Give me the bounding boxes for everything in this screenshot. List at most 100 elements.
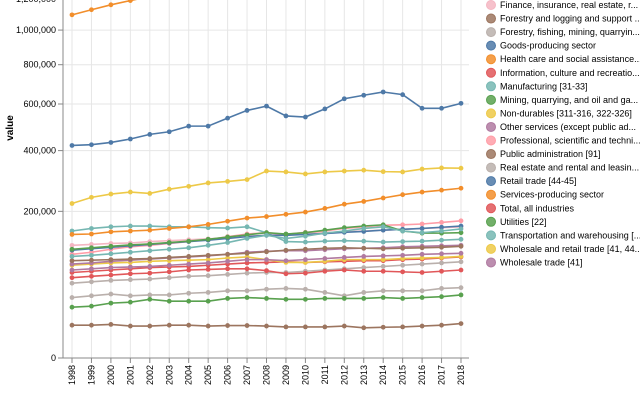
data-point [400,245,406,251]
data-point [69,267,75,273]
x-tick-label: 1999 [86,365,96,385]
data-point [244,108,250,113]
data-point [380,253,386,259]
data-point [283,324,289,330]
y-tick-label: 200,000 [23,206,56,216]
data-point [361,167,367,173]
data-point [283,247,289,253]
data-point [225,218,231,224]
data-point [380,89,386,95]
data-point [341,201,347,207]
data-point [400,228,406,234]
data-point [89,303,94,309]
data-point [69,295,75,300]
x-tick-label: 2009 [281,365,291,385]
legend-label: Wholesale and retail trade [41, 44... [500,244,640,254]
data-point [361,268,367,274]
data-point [458,292,464,298]
data-point [205,123,211,129]
x-tick-label: 2018 [456,365,466,385]
data-point [147,296,153,302]
data-point [89,322,94,328]
x-tick-label: 2002 [145,365,155,385]
data-point [264,214,269,219]
data-point [283,113,289,119]
data-point [108,251,114,257]
data-point [361,226,367,231]
data-point [458,165,464,171]
legend-label: Manufacturing [31-33] [500,81,588,91]
legend-swatch [486,203,496,214]
data-point [303,209,308,215]
legend-item: Total, all industries [486,203,575,214]
data-point [458,226,464,232]
data-point [439,322,444,328]
data-point [225,179,231,184]
data-point [147,227,153,233]
data-point [186,290,192,296]
data-point [303,296,308,302]
data-point [400,239,406,245]
x-tick-label: 2013 [359,365,369,385]
data-point [283,271,289,277]
data-point [69,253,75,259]
data-point [127,264,133,270]
data-point [89,245,94,251]
y-tick-label: 1,200,000 [16,0,56,4]
series [69,224,464,259]
data-point [264,296,269,301]
data-point [166,186,172,192]
data-point [283,169,289,175]
data-point [186,245,192,251]
data-point [127,256,133,262]
legend-swatch [486,257,496,268]
legend-label: Transportation and warehousing [... [500,230,640,240]
data-point [419,238,425,244]
data-point [69,304,75,310]
data-point [127,299,133,305]
data-point [244,270,250,276]
data-point [400,192,406,198]
data-point [303,239,308,245]
legend-label: Non-durables [311-316, 322-326] [500,108,632,118]
data-point [225,288,231,294]
data-point [283,258,289,264]
data-point [361,245,367,251]
data-point [380,239,386,245]
data-point [166,246,172,252]
data-point [205,273,211,279]
data-point [322,324,328,330]
data-point [205,260,211,266]
data-point [186,123,192,129]
data-point [89,226,94,231]
data-point [361,265,367,270]
data-point [439,286,444,291]
data-point [186,183,192,189]
data-point [166,255,172,260]
data-point [225,234,231,240]
legend-label: Retail trade [44-45] [500,176,577,186]
legend-item: Wholesale and retail trade [41, 44... [486,243,640,254]
data-point [108,265,114,270]
data-point [89,293,94,299]
data-point [341,267,347,273]
data-point [439,105,444,111]
x-tick-label: 2003 [164,365,174,385]
y-tick-label: 1,000,000 [16,25,56,35]
data-point [283,236,289,241]
legend-label: Forestry and logging and support ... [500,14,640,24]
data-point [264,286,269,292]
grid [63,0,469,359]
data-point [419,166,425,172]
data-point [380,268,386,274]
data-point [186,322,192,328]
data-point [419,189,425,195]
data-point [147,264,153,269]
legend-item: Forestry, fishing, mining, quarryin... [486,27,640,38]
data-point [108,2,114,8]
data-point [205,180,211,186]
data-point [419,270,425,275]
data-point [341,296,347,301]
data-point [89,257,94,263]
